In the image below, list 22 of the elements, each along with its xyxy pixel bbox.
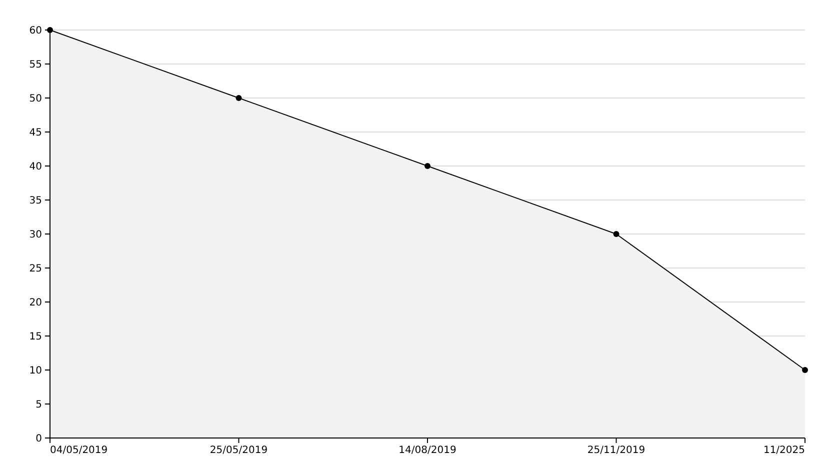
point — [613, 231, 620, 237]
y-tick-label: 0 — [36, 434, 42, 444]
y-tick-label: 5 — [36, 400, 42, 410]
y-tick-label: 40 — [29, 162, 42, 172]
x-tick-label: 25/11/2019 — [587, 445, 646, 456]
y-tick-label: 35 — [29, 196, 42, 206]
point — [236, 95, 242, 101]
point — [424, 163, 430, 169]
x-tick-label: 04/05/2019 — [50, 445, 108, 456]
y-tick-label: 55 — [29, 60, 42, 70]
y-tick-label: 50 — [29, 94, 42, 104]
x-tick-label: 14/08/2019 — [398, 445, 456, 456]
point — [802, 367, 808, 373]
y-tick-label: 20 — [29, 298, 42, 308]
y-tick-label: 25 — [29, 264, 42, 274]
y-tick-label: 45 — [29, 128, 42, 138]
y-tick-label: 10 — [29, 366, 42, 376]
y-tick-label: 60 — [29, 26, 42, 36]
y-tick-label: 30 — [29, 230, 42, 240]
x-tick-label: 25/05/2019 — [210, 445, 268, 456]
x-tick-label: 11/2025 — [763, 445, 805, 456]
y-tick-label: 15 — [29, 332, 42, 342]
